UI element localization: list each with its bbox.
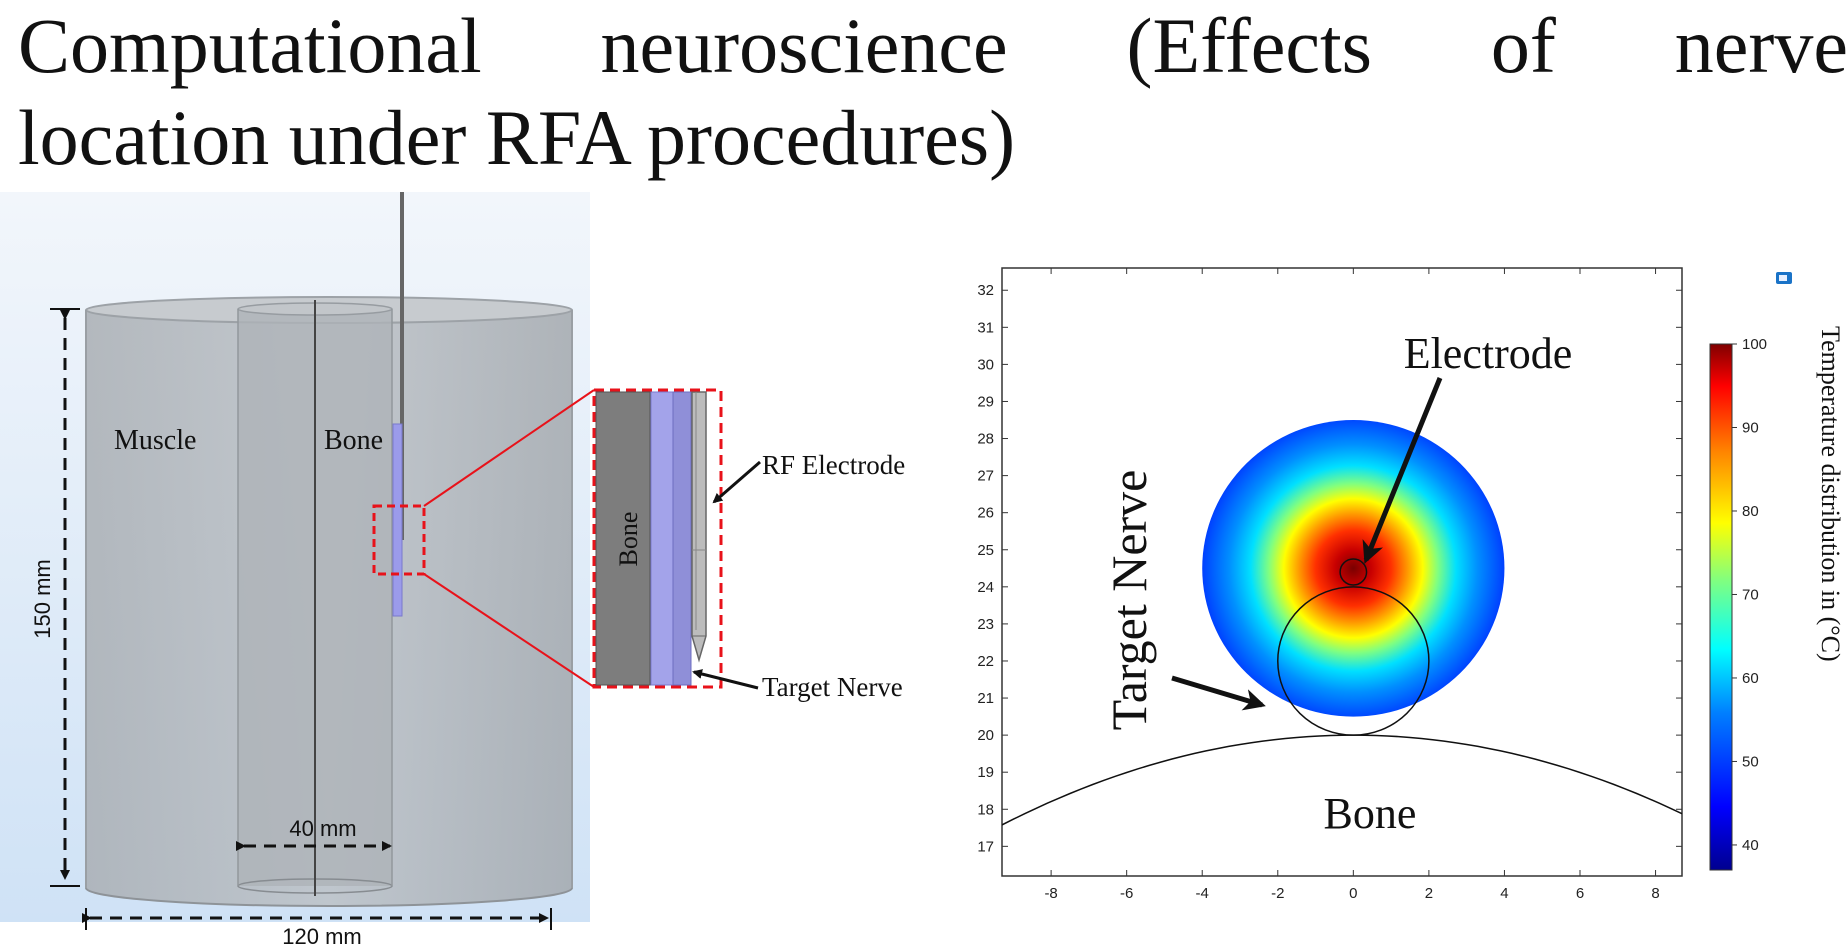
y-tick-label: 24 [977, 579, 994, 596]
y-tick-label: 22 [977, 653, 994, 670]
muscle-label: Muscle [114, 425, 196, 456]
zoom-box [372, 504, 426, 576]
title-word: nerve [1674, 2, 1848, 89]
x-tick-label: 2 [1425, 885, 1433, 902]
colorbar-tick-label: 100 [1742, 336, 1767, 353]
colorbar [1709, 343, 1733, 871]
title-word: Computational [18, 2, 482, 89]
heat-region [1202, 420, 1505, 717]
bone-surface-line [1002, 734, 1682, 826]
target-nerve-arrow [692, 669, 759, 690]
height-label: 150 mm [30, 559, 55, 638]
target-nerve-arrow-plot [1171, 675, 1266, 711]
x-tick-label: 0 [1349, 885, 1357, 902]
colorbar-label: Temperature distribution in (°C) [1816, 326, 1845, 662]
colorbar-tick-label: 90 [1742, 419, 1759, 436]
nerve-strip [392, 423, 403, 617]
y-tick-label: 29 [977, 393, 994, 410]
bone-annotation: Bone [1324, 789, 1417, 838]
y-tick-label: 20 [977, 727, 994, 744]
rf-electrode-label: RF Electrode [762, 450, 905, 480]
inner-width-label: 40 mm [289, 816, 356, 841]
title-line-2: location under RFA procedures) [18, 94, 1016, 181]
outer-width-label: 120 mm [282, 924, 361, 946]
target-nerve-label: Target Nerve [762, 672, 903, 702]
y-tick-label: 27 [977, 468, 994, 485]
inset-border [592, 388, 723, 689]
y-tick-label: 19 [977, 764, 994, 781]
y-tick-label: 28 [977, 431, 994, 448]
y-tick-label: 30 [977, 356, 994, 373]
zoom-inset: Bone [592, 388, 723, 689]
title-word: (Effects [1126, 2, 1372, 89]
colorbar-tick-label: 80 [1742, 503, 1759, 520]
y-tick-label: 17 [977, 838, 994, 855]
y-tick-label: 18 [977, 801, 994, 818]
colorbar-tick-label: 60 [1742, 670, 1759, 687]
plot-toolbar-icon[interactable] [1776, 272, 1792, 284]
x-tick-label: -8 [1044, 885, 1057, 902]
electrode-arrow [1362, 377, 1443, 564]
title-word: neuroscience [600, 2, 1008, 89]
colorbar-tick-label: 70 [1742, 586, 1759, 603]
x-tick-label: -4 [1196, 885, 1209, 902]
bone-label: Bone [324, 425, 383, 456]
x-tick-label: 8 [1651, 885, 1659, 902]
title-word: of [1490, 2, 1556, 89]
y-tick-label: 31 [977, 319, 994, 336]
y-tick-label: 26 [977, 505, 994, 522]
y-tick-label: 21 [977, 690, 994, 707]
rf-electrode-arrow [712, 460, 761, 504]
x-tick-label: -2 [1271, 885, 1284, 902]
inset-bone-label: Bone [614, 512, 643, 567]
x-tick-label: -6 [1120, 885, 1133, 902]
title-line-1: Computational neuroscience (Effects of n… [18, 0, 1848, 92]
electrode-circle [1339, 558, 1368, 586]
x-tick-label: 6 [1576, 885, 1584, 902]
y-tick-label: 23 [977, 616, 994, 633]
colorbar-tick-label: 40 [1742, 837, 1759, 854]
target-nerve-annotation: Target Nerve [1101, 470, 1157, 731]
y-tick-label: 25 [977, 542, 994, 559]
slide-title: Computational neuroscience (Effects of n… [18, 0, 1848, 184]
colorbar-tick-label: 50 [1742, 753, 1759, 770]
y-tick-label: 32 [977, 282, 994, 299]
electrode-annotation: Electrode [1404, 329, 1573, 378]
x-tick-label: 4 [1500, 885, 1508, 902]
